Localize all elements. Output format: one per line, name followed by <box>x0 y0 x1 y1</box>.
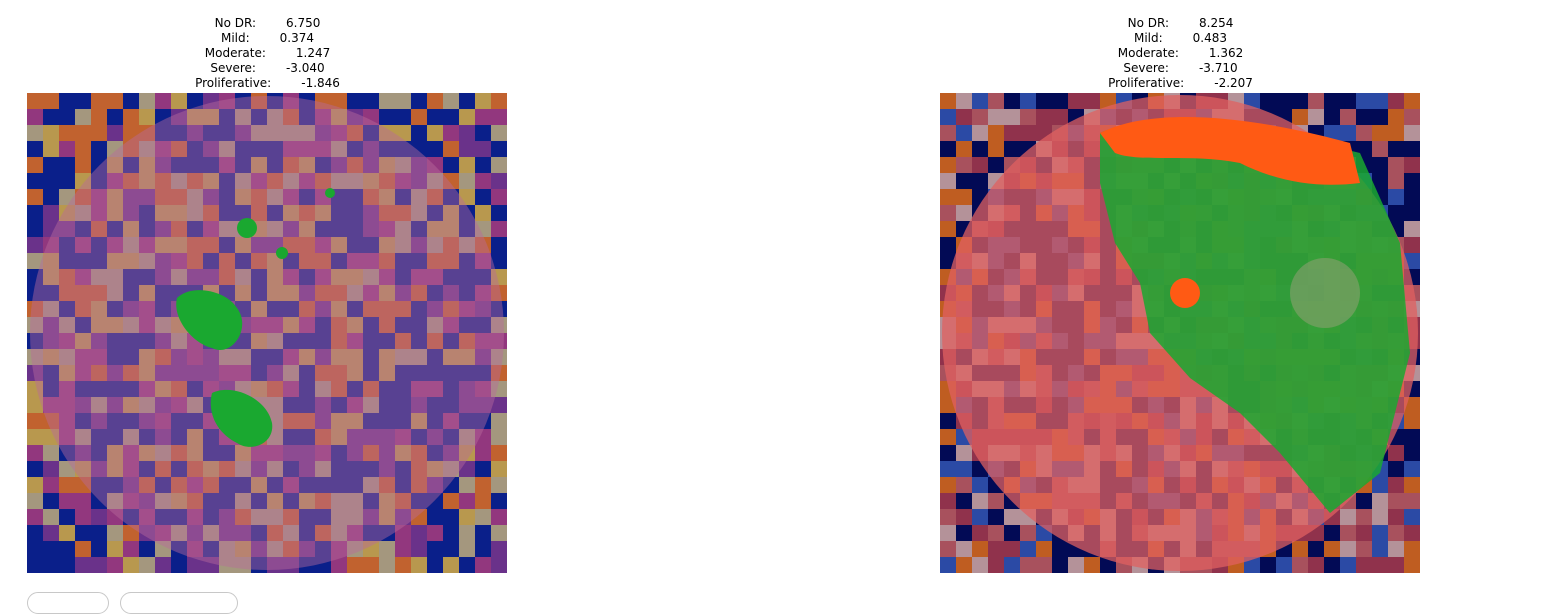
retina-image-left <box>27 93 507 573</box>
score-value: -2.207 <box>1214 76 1253 90</box>
score-value: 1.362 <box>1208 46 1244 60</box>
score-label: Severe: <box>210 61 256 75</box>
action-button-2[interactable] <box>120 592 238 614</box>
score-label: Proliferative: <box>195 76 272 90</box>
retina-image-right <box>940 93 1420 573</box>
scores-right: No DR: 8.254 Mild: 0.483 Moderate: 1.362 Se… <box>1103 16 1258 91</box>
score-label: Moderate: <box>204 46 266 60</box>
score-label: No DR: <box>214 16 257 30</box>
score-row-proliferative: Proliferative: -2.207 <box>1103 76 1258 91</box>
score-label: Moderate: <box>1117 46 1179 60</box>
score-value: 0.374 <box>279 31 315 45</box>
score-value: -3.710 <box>1198 61 1238 75</box>
score-value: 8.254 <box>1199 16 1234 30</box>
score-label: Proliferative: <box>1108 76 1185 90</box>
score-row-no-dr: No DR: 6.750 <box>190 16 345 31</box>
scores-left: No DR: 6.750 Mild: 0.374 Moderate: 1.247 Se… <box>190 16 345 91</box>
score-row-severe: Severe: -3.040 <box>190 61 345 76</box>
score-row-mild: Mild: 0.374 <box>190 31 345 46</box>
score-row-proliferative: Proliferative: -1.846 <box>190 76 345 91</box>
score-row-mild: Mild: 0.483 <box>1103 31 1258 46</box>
score-value: -1.846 <box>301 76 340 90</box>
action-button-1[interactable] <box>27 592 109 614</box>
score-row-no-dr: No DR: 8.254 <box>1103 16 1258 31</box>
score-value: 0.483 <box>1192 31 1228 45</box>
score-value: -3.040 <box>285 61 325 75</box>
score-value: 1.247 <box>295 46 331 60</box>
score-label: Mild: <box>1133 31 1163 45</box>
score-value: 6.750 <box>286 16 321 30</box>
score-label: Severe: <box>1123 61 1169 75</box>
score-label: Mild: <box>220 31 250 45</box>
score-row-moderate: Moderate: 1.362 <box>1103 46 1258 61</box>
retina-heatmap-left <box>27 93 507 573</box>
score-row-severe: Severe: -3.710 <box>1103 61 1258 76</box>
score-label: No DR: <box>1127 16 1170 30</box>
score-row-moderate: Moderate: 1.247 <box>190 46 345 61</box>
retina-heatmap-right <box>940 93 1420 573</box>
